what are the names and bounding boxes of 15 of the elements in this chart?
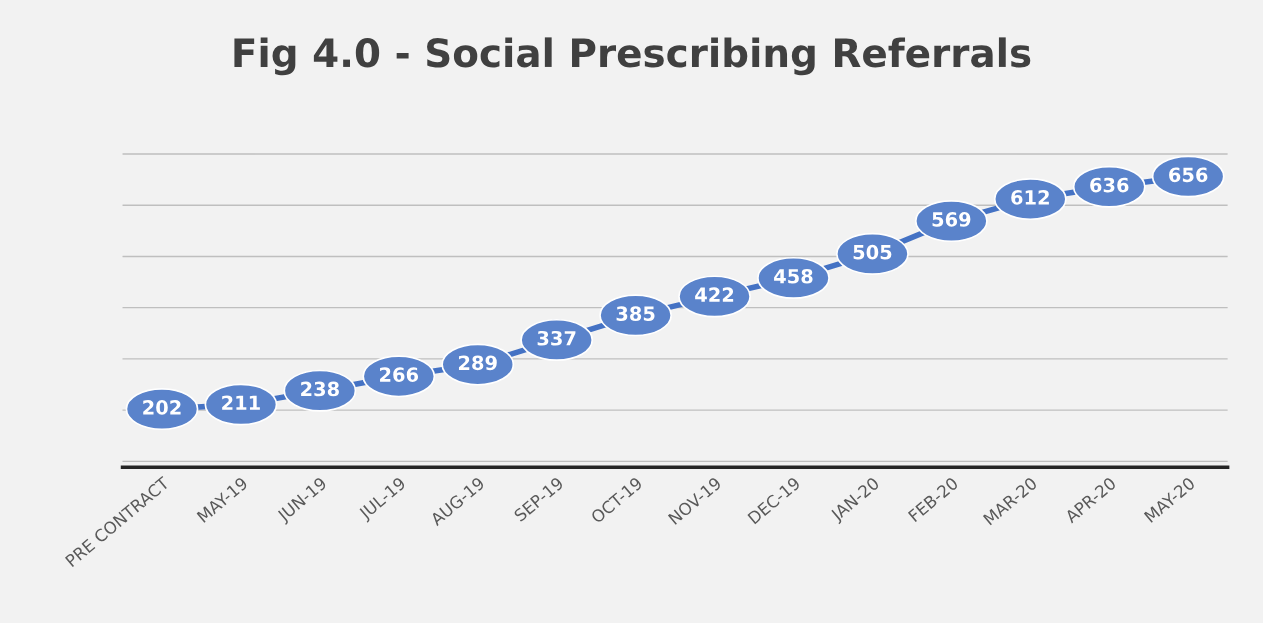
data-label: 385 [616,306,655,321]
data-label: 211 [222,395,260,410]
data-label: 337 [537,330,576,346]
data-label: 202 [143,400,181,415]
chart-title: Fig 4.0 - Social Prescribing Referrals [234,37,1031,76]
data-label: 266 [380,367,419,382]
data-label: 656 [1169,167,1208,183]
data-label: 238 [301,381,339,397]
data-label: 289 [458,355,497,371]
data-label: 569 [932,212,971,227]
data-label: 505 [853,244,892,260]
data-label: 458 [774,268,813,284]
data-label: 636 [1090,177,1129,193]
data-label: 422 [695,287,734,302]
data-label: 612 [1011,189,1049,205]
